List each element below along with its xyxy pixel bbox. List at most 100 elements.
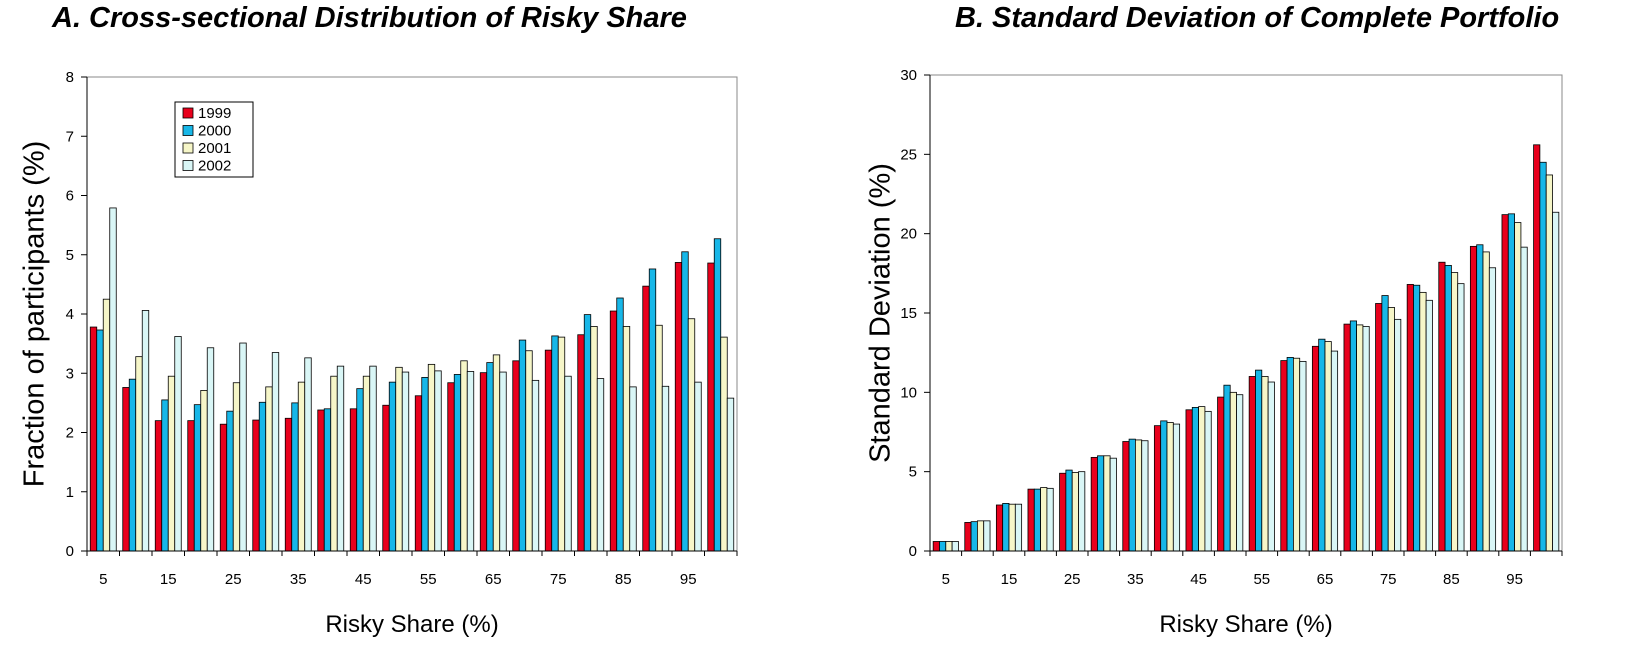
bar-2000-95 <box>681 251 689 552</box>
bar-2000-100 <box>1539 161 1547 552</box>
legend-label-2002: 2002 <box>198 158 231 175</box>
bar-2002-90 <box>661 385 670 552</box>
bar-1999-65 <box>479 372 488 552</box>
bar-2000-80 <box>1413 284 1421 552</box>
bar-1999-10 <box>964 522 972 552</box>
bar-1999-80 <box>577 334 585 552</box>
x-axis-label: Risky Share (%) <box>1159 611 1332 638</box>
bar-1999-60 <box>1280 360 1288 552</box>
bar-2001-25 <box>232 382 241 552</box>
x-tick-label: 85 <box>615 571 632 588</box>
chart-panel-b: 0 5 10 15 20 25 30 5 15 25 35 45 55 65 75 85 95 Risky Sha… <box>865 67 1563 638</box>
bars <box>89 207 735 552</box>
bar-2002-20 <box>1046 487 1054 552</box>
bar-2000-25 <box>1065 469 1073 552</box>
bar-1999-75 <box>544 349 553 552</box>
y-axis-label: Fraction of participants (%) <box>19 141 51 488</box>
y-tick-label: 6 <box>66 188 74 205</box>
bar-2001-40 <box>330 375 338 552</box>
bar-2000-85 <box>616 297 624 552</box>
bar-1999-100 <box>707 262 715 552</box>
y-tick-label: 1 <box>66 484 74 501</box>
bar-1999-50 <box>382 404 390 552</box>
bar-2001-60 <box>1293 357 1301 552</box>
bar-2000-75 <box>551 335 559 552</box>
legend-label-1999: 1999 <box>198 105 231 122</box>
bar-2002-60 <box>466 371 475 552</box>
bar-2001-40 <box>1166 422 1174 552</box>
bar-1999-70 <box>1343 323 1351 552</box>
bar-2002-95 <box>694 381 702 552</box>
x-tick-label: 5 <box>942 571 950 588</box>
bar-2000-45 <box>356 388 364 552</box>
bar-1999-20 <box>187 420 195 552</box>
bar-2002-80 <box>596 378 605 552</box>
bar-2000-95 <box>1507 213 1516 552</box>
bar-1999-55 <box>414 395 423 552</box>
y-tick-label: 7 <box>66 128 74 145</box>
x-tick-label: 55 <box>1253 571 1270 588</box>
bar-2001-70 <box>1356 324 1364 552</box>
y-tick-label: 25 <box>900 146 917 163</box>
bar-2001-5 <box>945 541 953 552</box>
bar-2002-100 <box>726 397 735 552</box>
bar-2001-20 <box>200 390 208 552</box>
panel-b-title: B. Standard Deviation of Complete Portfo… <box>955 2 1560 34</box>
bar-2002-65 <box>1330 350 1339 552</box>
bar-1999-50 <box>1217 396 1225 552</box>
bar-1999-5 <box>932 541 940 552</box>
x-tick-label: 75 <box>550 571 567 588</box>
x-tick-label: 15 <box>160 571 177 588</box>
bar-2002-55 <box>1267 381 1275 552</box>
bar-2002-95 <box>1520 246 1528 552</box>
bar-2002-35 <box>304 357 312 552</box>
bar-2001-15 <box>1008 503 1016 552</box>
legend-swatch-2000 <box>182 125 194 136</box>
bar-2000-45 <box>1191 407 1200 552</box>
bar-1999-85 <box>609 310 618 552</box>
bar-2002-75 <box>564 375 572 552</box>
bar-2000-80 <box>583 314 592 552</box>
bar-2001-65 <box>1324 341 1332 552</box>
bar-2000-5 <box>96 329 104 552</box>
bar-2000-65 <box>1318 338 1326 552</box>
bar-2000-90 <box>1476 244 1484 552</box>
x-tick-label: 45 <box>1190 571 1207 588</box>
bar-2000-100 <box>713 238 722 552</box>
bar-2000-30 <box>1097 455 1105 552</box>
bar-2000-55 <box>421 376 429 552</box>
bar-1999-85 <box>1438 261 1446 552</box>
x-tick-label: 95 <box>680 571 697 588</box>
bar-2001-100 <box>720 336 728 552</box>
legend-swatch-2002 <box>182 160 194 171</box>
bar-2002-30 <box>1109 457 1117 552</box>
y-tick-label: 20 <box>900 226 917 243</box>
bar-2001-95 <box>1514 222 1522 552</box>
y-tick-label: 15 <box>900 305 917 322</box>
panel-a-title: A. Cross-sectional Distribution of Risky… <box>52 2 687 34</box>
bar-2001-15 <box>167 375 176 552</box>
y-axis-label: Standard Deviation (%) <box>865 163 897 463</box>
bar-1999-45 <box>349 408 358 552</box>
bar-1999-10 <box>122 387 130 552</box>
bar-2000-90 <box>648 268 657 552</box>
bar-2002-60 <box>1299 360 1307 552</box>
bar-1999-95 <box>1501 214 1509 552</box>
bar-2000-50 <box>1223 384 1231 552</box>
bar-2000-55 <box>1255 369 1263 552</box>
bar-2002-25 <box>1078 471 1086 552</box>
bar-1999-40 <box>317 409 325 552</box>
bar-1999-65 <box>1311 345 1320 552</box>
bar-1999-25 <box>219 423 228 552</box>
bar-1999-25 <box>1059 472 1067 552</box>
bar-2002-100 <box>1552 211 1560 552</box>
bar-2002-40 <box>336 365 345 552</box>
bar-1999-70 <box>512 360 520 552</box>
legend-swatch-1999 <box>182 107 194 119</box>
bar-2000-5 <box>939 541 947 552</box>
x-tick-label: 25 <box>1064 571 1081 588</box>
plot-frame <box>929 74 1563 552</box>
bar-2002-25 <box>239 342 247 552</box>
bars <box>932 144 1560 552</box>
